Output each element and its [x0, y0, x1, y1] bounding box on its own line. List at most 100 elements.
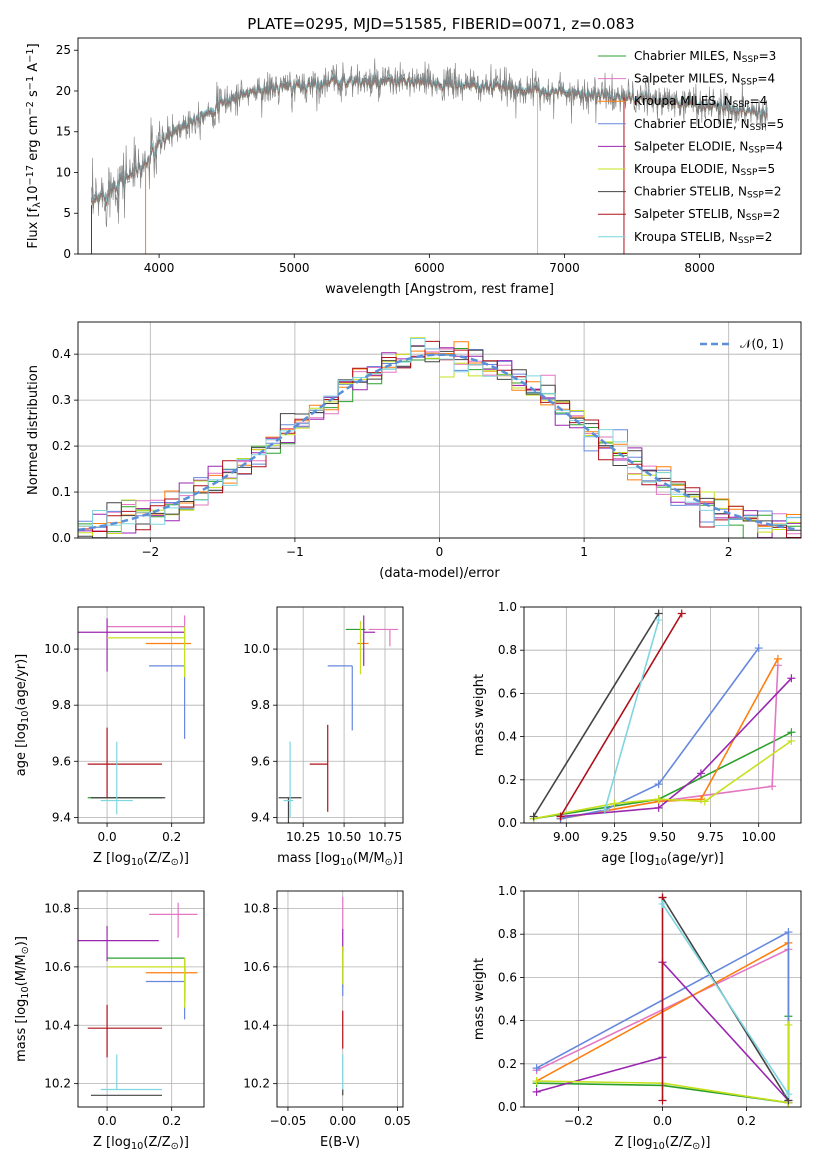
- age-vs-mass-xlabel: mass [log10(M/M⊙)]: [277, 851, 403, 868]
- age-vs-mass-point-8: [283, 741, 294, 818]
- mass-vs-EBV-ytick-label: 10.4: [243, 1018, 270, 1032]
- legend-label-7: Salpeter STELIB, NSSP=2: [634, 207, 780, 223]
- massweight-vs-age-ylabel: mass weight: [472, 674, 487, 756]
- massweight-vs-age-ytick-label: 0.6: [498, 686, 517, 700]
- massweight-vs-age-axes: 9.00 9.25 9.50 9.75 10.00 0.0 0.2 0.4 0.6 0.8 1.0 a…: [472, 600, 802, 868]
- spectrum-ylabel: Flux [fλ10−17 erg cm−2 s−1 A−1]: [25, 43, 43, 248]
- spectrum-xtick-label: 4000: [144, 261, 175, 275]
- age-vs-mass-frame: [276, 606, 404, 824]
- mass-vs-Z-ytick-label: 10.2: [44, 1077, 71, 1091]
- spectrum-ytick-label: 25: [56, 43, 71, 57]
- massweight-vs-Z-plot-area: [532, 893, 793, 1107]
- massweight-vs-age-marker: [654, 780, 663, 789]
- massweight-vs-age-xtick-label: 9.50: [649, 830, 676, 844]
- spectrum-axes: 4000 5000 6000 7000 8000 0 5 10 15 20 25 wavelength…: [25, 37, 802, 297]
- massweight-vs-age-marker: [600, 806, 609, 815]
- massweight-vs-age-ytick-label: 0.8: [498, 643, 517, 657]
- massweight-vs-age-xtick-label: 9.25: [601, 830, 628, 844]
- massweight-vs-age-series-1: [560, 665, 779, 820]
- massweight-vs-Z-xtick-label: −0.2: [564, 1114, 593, 1128]
- age-vs-Z-xlabel: Z [log10(Z/Z⊙)]: [93, 851, 189, 868]
- massweight-vs-Z-marker: [658, 899, 667, 908]
- residuals-ylabel: Normed distribution: [26, 365, 41, 495]
- massweight-vs-age-ytick-label: 0.2: [498, 773, 517, 787]
- mass-vs-Z-point-4: [78, 926, 159, 962]
- age-vs-mass-point-7: [309, 724, 329, 812]
- massweight-vs-age-marker: [700, 797, 709, 806]
- massweight-vs-Z-series-5: [536, 1024, 790, 1104]
- age-vs-mass-point-4: [363, 615, 376, 666]
- age-vs-Z-point-7: [87, 727, 162, 798]
- residuals-ytick-label: 0.2: [52, 439, 71, 453]
- age-vs-Z-xtick-label: 0.2: [162, 830, 181, 844]
- mass-vs-Z-point-3: [145, 966, 186, 1020]
- residual-legend-label: 𝒩(0, 1): [740, 337, 784, 351]
- spectrum-ytick-label: 15: [56, 125, 71, 139]
- massweight-vs-Z-xtick-label: 0.0: [653, 1114, 672, 1128]
- massweight-vs-Z-marker: [532, 1087, 541, 1096]
- age-vs-Z-ylabel: age [log10(age/yr)]: [14, 654, 31, 777]
- massweight-vs-Z-xlabel: Z [log10(Z/Z⊙)]: [615, 1135, 711, 1152]
- massweight-vs-Z-marker: [784, 1090, 793, 1099]
- spectrum-ytick-label: 5: [63, 206, 71, 220]
- massweight-vs-age-xlabel: age [log10(age/yr)]: [601, 851, 724, 868]
- age-vs-mass-xtick-label: 10.25: [286, 830, 320, 844]
- age-vs-mass-plot-area: [278, 615, 399, 823]
- age-vs-Z-point-5: [107, 626, 186, 678]
- mass-vs-EBV-xlabel: E(B-V): [320, 1135, 360, 1150]
- mass-vs-Z-axes: 0.0 0.2 10.2 10.4 10.6 10.8 Z [log10(Z/Z⊙)] mas…: [14, 890, 205, 1152]
- massweight-vs-age-series-3: [560, 647, 760, 820]
- spectrum-plot-area: [91, 58, 768, 254]
- massweight-vs-age-marker: [654, 795, 663, 804]
- age-vs-Z-point-1: [107, 615, 186, 647]
- massweight-vs-age-series-4: [560, 677, 792, 818]
- mass-vs-Z-ylabel: mass [log10(M/M⊙)]: [14, 936, 31, 1062]
- age-vs-mass-ytick-label: 10.0: [243, 642, 270, 656]
- residuals-xtick-label: 1: [580, 545, 588, 559]
- massweight-vs-Z-marker: [532, 1077, 541, 1086]
- mass-vs-Z-xtick-label: 0.2: [162, 1114, 181, 1128]
- mass-vs-EBV-frame: [276, 890, 404, 1108]
- mass-vs-EBV-ytick-label: 10.8: [243, 902, 270, 916]
- massweight-vs-age-marker: [787, 728, 796, 737]
- massweight-vs-age-marker: [768, 782, 777, 791]
- massweight-vs-Z-marker: [658, 1096, 667, 1105]
- residuals-xlabel: (data-model)/error: [379, 566, 500, 581]
- legend-label-8: Kroupa STELIB, NSSP=2: [634, 230, 772, 246]
- massweight-vs-age-xtick-label: 9.00: [553, 830, 580, 844]
- residuals-plot-area: [78, 337, 801, 538]
- massweight-vs-Z-ytick-label: 0.4: [498, 1014, 517, 1028]
- legend-label-2: Kroupa MILES, NSSP=4: [634, 94, 767, 110]
- age-vs-Z-point-4: [78, 618, 185, 672]
- figure-title: PLATE=0295, MJD=51585, FIBERID=0071, z=0…: [247, 15, 634, 33]
- age-vs-mass-xtick-label: 10.50: [327, 830, 361, 844]
- age-vs-mass-point-1: [368, 628, 399, 647]
- massweight-vs-age-marker: [610, 799, 619, 808]
- legend-label-3: Chabrier ELODIE, NSSP=5: [634, 117, 784, 133]
- spectrum-data: [91, 58, 768, 228]
- mass-vs-EBV-xtick-label: 0.00: [329, 1114, 356, 1128]
- residuals-ytick-label: 0.0: [52, 531, 71, 545]
- residual-hist-5: [78, 337, 801, 538]
- legend-label-6: Chabrier STELIB, NSSP=2: [634, 185, 782, 201]
- spectrum-frame: [77, 37, 802, 255]
- massweight-vs-age-xtick-label: 10.00: [742, 830, 776, 844]
- spectrum-xlabel: wavelength [Angstrom, rest frame]: [325, 282, 554, 297]
- mass-vs-EBV-xtick-label: −0.05: [270, 1114, 307, 1128]
- massweight-vs-age-series-7: [559, 613, 683, 817]
- massweight-vs-age-marker: [654, 615, 663, 624]
- age-vs-Z-frame: [77, 606, 205, 824]
- spectrum-xtick-label: 6000: [414, 261, 445, 275]
- spectrum-ytick-label: 10: [56, 165, 71, 179]
- age-vs-mass-axes: 10.25 10.50 10.75 9.4 9.6 9.8 10.0 mass [log10(…: [243, 606, 404, 868]
- massweight-vs-age-marker: [787, 674, 796, 683]
- age-vs-Z-axes: 0.0 0.2 9.4 9.6 9.8 10.0 Z [log10(Z/Z⊙)] age [l…: [14, 606, 205, 868]
- mass-vs-EBV-xtick-label: 0.05: [384, 1114, 411, 1128]
- age-vs-Z-ytick-label: 9.4: [52, 810, 71, 824]
- mass-vs-Z-ytick-label: 10.6: [44, 960, 71, 974]
- mass-vs-Z-ytick-label: 10.4: [44, 1018, 71, 1032]
- massweight-vs-Z-axes: −0.2 0.0 0.2 0.0 0.2 0.4 0.6 0.8 1.0 Z [log10(Z/Z…: [472, 884, 802, 1152]
- age-vs-Z-ytick-label: 9.6: [52, 754, 71, 768]
- mass-vs-Z-point-8: [100, 1054, 162, 1091]
- residuals-axes: −2 −1 0 1 2 0.0 0.1 0.2 0.3 0.4 (data-model)/error…: [26, 321, 802, 581]
